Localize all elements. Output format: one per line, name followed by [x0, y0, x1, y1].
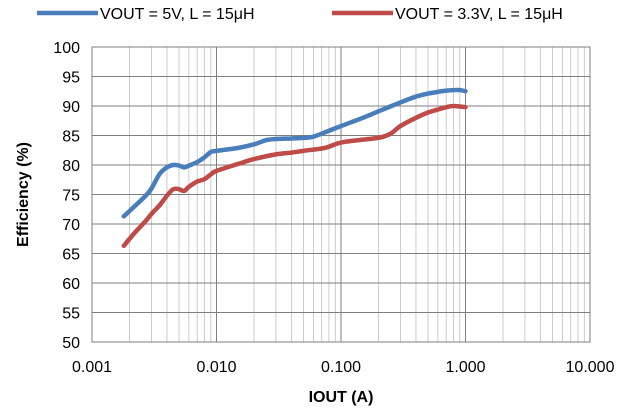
x-tick-label: 0.100: [321, 359, 361, 376]
y-axis-tick-labels: 50 55 60 65 70 75 80 85 90 95 100: [53, 40, 80, 352]
x-axis-title: IOUT (A): [309, 389, 374, 406]
y-tick-label: 70: [62, 217, 80, 234]
legend: VOUT = 5V, L = 15μH VOUT = 3.3V, L = 15μH: [37, 6, 563, 23]
x-axis-tick-labels: 0.001 0.010 0.100 1.000 10.000: [72, 359, 615, 376]
y-tick-label: 100: [53, 40, 80, 57]
x-tick-label: 0.001: [72, 359, 112, 376]
x-tick-label: 1.000: [445, 359, 485, 376]
legend-label-2: VOUT = 3.3V, L = 15μH: [395, 6, 563, 23]
legend-label-1: VOUT = 5V, L = 15μH: [100, 6, 255, 23]
y-tick-label: 60: [62, 276, 80, 293]
y-tick-label: 85: [62, 129, 80, 146]
series-line-1: [121, 87, 468, 219]
series-layer: [121, 87, 468, 249]
y-axis-title: Efficiency (%): [15, 142, 32, 247]
y-tick-label: 55: [62, 306, 80, 323]
y-tick-label: 50: [62, 335, 80, 352]
plot-area-border: [91, 46, 591, 343]
y-tick-label: 65: [62, 247, 80, 264]
y-tick-label: 90: [62, 99, 80, 116]
y-tick-label: 80: [62, 158, 80, 175]
x-tick-label: 0.010: [196, 359, 236, 376]
y-tick-label: 95: [62, 70, 80, 87]
y-tick-label: 75: [62, 188, 80, 205]
series-line-2: [121, 103, 468, 249]
x-tick-label: 10.000: [566, 359, 615, 376]
